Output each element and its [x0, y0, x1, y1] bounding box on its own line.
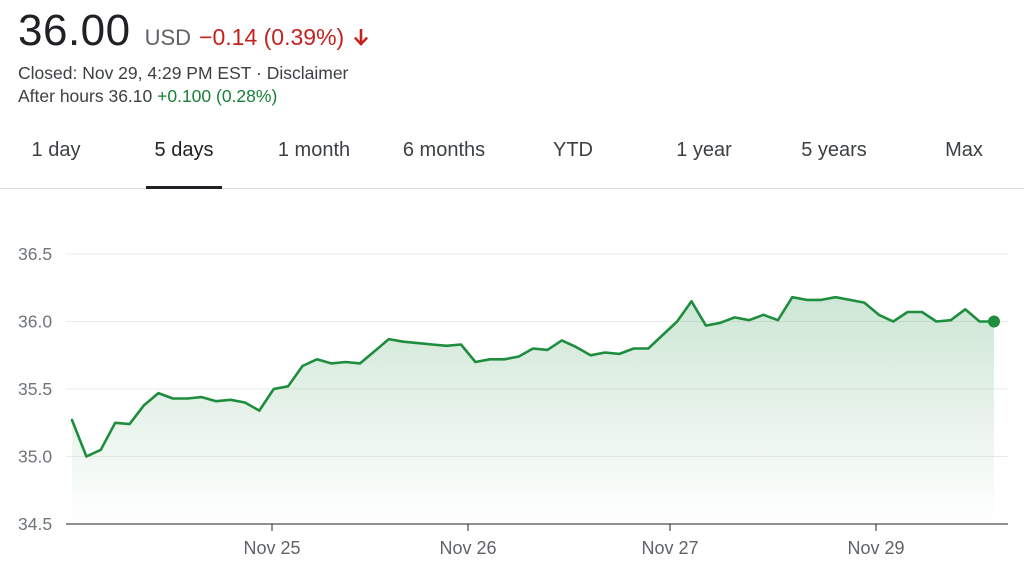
tab-5-years[interactable]: 5 years	[801, 139, 867, 161]
tab-1-year[interactable]: 1 year	[676, 139, 732, 161]
price-line	[70, 295, 996, 458]
last-price-dot	[988, 315, 1000, 328]
active-tab-indicator	[146, 186, 222, 189]
tab-max[interactable]: Max	[945, 139, 983, 161]
price-change: −0.14 (0.39%)	[199, 24, 345, 50]
y-tick-label: 35.0	[18, 447, 52, 467]
separator: ·	[256, 63, 262, 83]
current-price: 36.00	[18, 6, 131, 55]
x-tick-label: Nov 25	[243, 538, 300, 558]
disclaimer-link[interactable]: Disclaimer	[266, 63, 349, 83]
tab-5-days[interactable]: 5 days	[154, 139, 214, 161]
x-tick-label: Nov 27	[641, 538, 698, 558]
tab-1-month[interactable]: 1 month	[277, 139, 351, 161]
after-hours-price: After hours 36.10	[18, 86, 153, 106]
y-tick-label: 36.0	[18, 312, 52, 332]
tab-6-months[interactable]: 6 months	[402, 139, 486, 161]
range-tabs: 1 day 5 days 1 month 6 months YTD 1 year…	[0, 120, 1024, 189]
tab-ytd[interactable]: YTD	[553, 139, 593, 161]
y-tick-label: 34.5	[18, 514, 52, 534]
y-tick-label: 35.5	[18, 379, 52, 399]
x-tick-label: Nov 26	[439, 538, 496, 558]
x-tick-label: Nov 29	[847, 538, 904, 558]
price-row: 36.00 USD −0.14 (0.39%)	[18, 6, 1024, 62]
closed-line: Closed: Nov 29, 4:29 PM EST · Disclaimer	[18, 62, 1024, 85]
after-hours-change: +0.100 (0.28%)	[157, 86, 278, 106]
tab-1-day[interactable]: 1 day	[31, 139, 81, 161]
price-chart: 36.5 36.0 35.5 35.0 34.5 Nov 25 Nov 26 Nov 27 No…	[18, 244, 1008, 558]
closed-time: Closed: Nov 29, 4:29 PM EST	[18, 63, 252, 83]
currency-label: USD	[144, 25, 192, 50]
y-tick-label: 36.5	[18, 244, 52, 264]
quote-header: 36.00 USD −0.14 (0.39%) Closed: Nov 29, …	[18, 6, 1024, 108]
down-arrow-icon	[352, 27, 370, 47]
price-area-fill	[72, 297, 994, 524]
after-hours-line: After hours 36.10 +0.100 (0.28%)	[18, 85, 1024, 108]
